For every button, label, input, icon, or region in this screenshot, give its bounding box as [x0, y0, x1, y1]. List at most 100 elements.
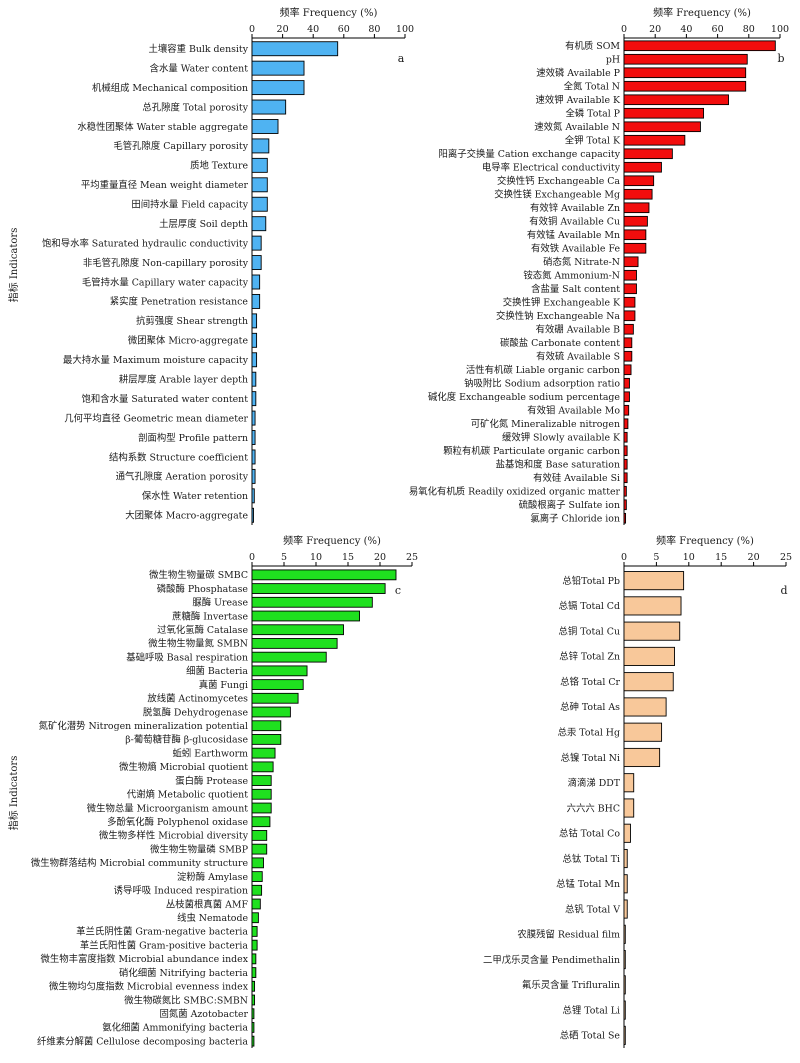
- category-label: 氯离子 Chloride ion: [530, 513, 620, 525]
- bar: [251, 157, 268, 173]
- panel-letter: a: [398, 52, 405, 65]
- bar: [251, 60, 305, 76]
- bar: [251, 871, 263, 882]
- category-label: 微生物生物量氮 SMBN: [148, 638, 248, 650]
- bar: [251, 706, 291, 718]
- bar: [623, 950, 626, 970]
- x-tick-label: 15: [715, 552, 727, 563]
- category-label: 通气孔隙度 Aeration porosity: [116, 471, 249, 483]
- category-label: 微生物熵 Microbial quotient: [119, 761, 248, 773]
- category-label: 毛管孔隙度 Capillary porosity: [113, 140, 248, 152]
- category-label: 有效铜 Available Cu: [529, 216, 620, 228]
- category-label: 电导率 Electrical conductivity: [482, 162, 621, 174]
- bar: [623, 310, 636, 322]
- bar: [251, 898, 261, 910]
- category-label: 革兰氏阴性菌 Gram-negative bacteria: [76, 926, 248, 938]
- category-label: 细菌 Bacteria: [186, 665, 248, 677]
- category-label: 田间持水量 Field capacity: [131, 199, 248, 211]
- bar: [623, 107, 705, 119]
- category-label: 纤维素分解菌 Cellulose decomposing bacteria: [37, 1035, 248, 1047]
- category-label: 线虫 Nematode: [177, 912, 248, 924]
- category-label: 微生物生物量碳 SMBC: [149, 569, 248, 581]
- category-label: 活性有机碳 Liable organic carbon: [466, 364, 620, 376]
- bar: [251, 1035, 255, 1047]
- bar: [251, 371, 257, 387]
- bar: [251, 843, 268, 855]
- bar: [251, 638, 338, 649]
- category-label: 总孔隙度 Total porosity: [142, 101, 248, 113]
- bar: [251, 665, 308, 677]
- category-label: 六六六 BHC: [567, 802, 620, 814]
- category-label: 诱导呼吸 Induced respiration: [114, 885, 248, 897]
- category-label: 氨化细菌 Ammonifying bacteria: [102, 1022, 248, 1034]
- category-label: 蔗糖酶 Invertase: [172, 610, 248, 622]
- category-label: 有效锰 Available Mn: [527, 229, 620, 241]
- category-label: 碱化度 Exchangeable sodium percentage: [428, 391, 620, 403]
- category-label: 含水量 Water content: [150, 62, 249, 74]
- x-tick-label: 60: [338, 24, 350, 35]
- bar: [251, 119, 279, 134]
- category-label: 全磷 Total P: [565, 108, 620, 120]
- category-label: 速效磷 Available P: [536, 67, 620, 79]
- category-label: 二甲戊乐灵含量 Pendimethalin: [483, 954, 620, 966]
- category-label: 非毛管孔隙度 Non-capillary porosity: [83, 257, 249, 269]
- bar: [623, 175, 655, 187]
- bar: [251, 939, 258, 951]
- category-label: 总钒 Total V: [565, 903, 620, 915]
- x-tick-label: 0: [621, 24, 627, 35]
- category-label: pH: [606, 55, 620, 66]
- category-label: 基础呼吸 Basal respiration: [126, 651, 248, 663]
- bar: [623, 1000, 626, 1020]
- bar: [623, 798, 635, 818]
- category-label: 颗粒有机碳 Particulate organic carbon: [443, 445, 620, 457]
- category-label: 总钛 Total Ti: [563, 853, 621, 865]
- category-label: 碳酸盐 Carbonate content: [500, 337, 620, 349]
- x-tick-label: 100: [771, 24, 789, 35]
- bar: [251, 99, 287, 115]
- x-tick-label: 60: [712, 24, 724, 35]
- category-label: 铵态氮 Ammonium-N: [523, 270, 620, 282]
- category-label: 总硒 Total Se: [560, 1030, 621, 1042]
- category-label: 总铅Total Pb: [562, 575, 620, 587]
- bar: [623, 773, 635, 793]
- bar: [623, 512, 627, 524]
- category-label: 总砷 Total As: [560, 701, 620, 713]
- bar: [623, 596, 682, 616]
- category-label: 氟乐灵含量 Trifluralin: [522, 979, 620, 991]
- bar: [623, 94, 729, 106]
- bar: [251, 624, 344, 636]
- category-label: 微生物丰富度指数 Microbial abundance index: [41, 953, 249, 965]
- category-label: 农膜残留 Residual film: [517, 929, 620, 941]
- category-label: 有效铁 Available Fe: [531, 243, 620, 255]
- category-label: 固氮菌 Azotobacter: [159, 1008, 248, 1020]
- category-label: β-葡萄糖苷酶 β-glucosidase: [125, 734, 248, 746]
- bar: [623, 975, 626, 995]
- bar: [251, 391, 257, 407]
- category-label: 最大持水量 Maximum moisture capacity: [63, 354, 249, 366]
- category-label: 微生物生物量磷 SMBP: [150, 843, 248, 855]
- bar: [251, 802, 272, 814]
- bar: [251, 80, 305, 96]
- bar: [251, 313, 258, 329]
- x-tick-label: 100: [396, 24, 414, 35]
- bar: [251, 953, 257, 965]
- panel-d: 频率 Frequency (%) 0 5 10 15 20 25 d 总铅Total Pb 总镉 …: [483, 534, 792, 1048]
- bar: [623, 571, 685, 591]
- bar: [251, 216, 267, 232]
- category-label: 丛枝菌根真菌 AMF: [166, 898, 249, 910]
- bar: [251, 857, 264, 869]
- category-label: 可矿化氮 Mineralizable nitrogen: [471, 418, 620, 430]
- bar: [623, 848, 628, 869]
- category-label: 真菌 Fungi: [199, 679, 248, 691]
- panel-letter: d: [780, 584, 787, 597]
- bar: [623, 899, 628, 919]
- category-label: 微生物总量 Microorganism amount: [87, 802, 248, 814]
- category-label: 土壤容重 Bulk density: [148, 43, 248, 55]
- x-tick-label: 20: [374, 552, 386, 563]
- x-tick-label: 20: [748, 552, 760, 563]
- category-label: 淀粉酶 Amylase: [177, 871, 248, 883]
- bar: [623, 646, 675, 666]
- category-label: 饱和导水率 Saturated hydraulic conductivity: [42, 237, 249, 249]
- category-label: 全钾 Total K: [565, 135, 621, 147]
